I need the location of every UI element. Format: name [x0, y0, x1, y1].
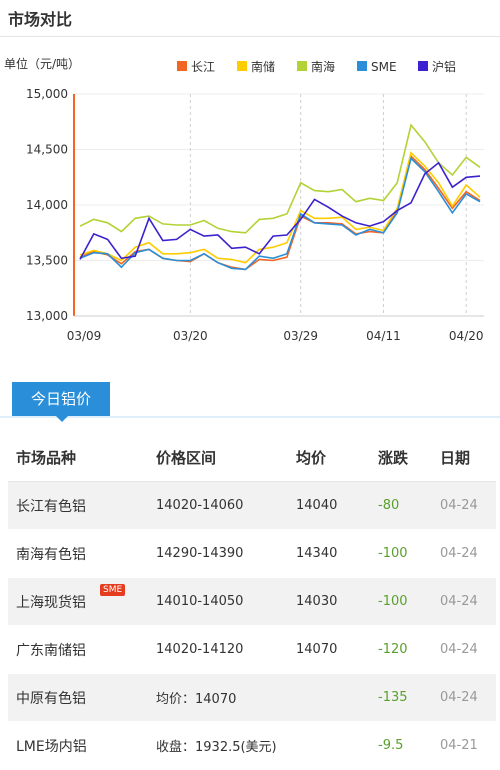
col-header-date: 日期	[439, 433, 496, 482]
cell-avg: 14070	[295, 625, 377, 674]
col-header-avg: 均价	[295, 433, 377, 482]
cell-date: 04-24	[439, 577, 496, 626]
sme-badge: SME	[100, 584, 126, 596]
col-header-change: 涨跌	[377, 433, 439, 482]
legend-swatch	[297, 61, 307, 71]
x-tick-label: 03/20	[173, 329, 208, 343]
y-tick-label: 14,500	[26, 143, 68, 157]
cell-date: 04-24	[439, 673, 496, 722]
cell-date: 04-24	[439, 625, 496, 674]
x-tick-label: 03/09	[67, 329, 102, 343]
cell-avg	[295, 673, 377, 722]
cell-change: -100	[377, 529, 439, 578]
page-title: 市场对比	[8, 10, 73, 29]
legend-label: 南海	[311, 59, 335, 74]
y-tick-label: 15,000	[26, 87, 68, 101]
cell-market[interactable]: 广东南储铝	[8, 625, 155, 674]
title-divider	[0, 36, 500, 37]
table-row: 南海有色铝 14290-14390 14340 -100 04-24	[8, 529, 496, 578]
x-tick-label: 04/11	[366, 329, 401, 343]
y-tick-label: 13,500	[26, 254, 68, 268]
table-row: 长江有色铝 14020-14060 14040 -80 04-24	[8, 481, 496, 530]
legend-label: 南储	[251, 59, 275, 74]
y-tick-label: 14,000	[26, 198, 68, 212]
col-header-range: 价格区间	[155, 433, 295, 482]
legend-label: 沪铝	[432, 59, 456, 74]
series-line-南储	[79, 151, 481, 264]
price-table: 市场品种 价格区间 均价 涨跌 日期 长江有色铝 14020-14060 140…	[8, 433, 496, 770]
cell-range: 14290-14390	[155, 529, 295, 578]
tab-today-price[interactable]: 今日铝价	[12, 382, 110, 422]
cell-market[interactable]: 中原有色铝	[8, 673, 155, 722]
series-line-SME	[79, 156, 481, 271]
series-line-长江	[79, 154, 481, 271]
tab-underline	[0, 416, 500, 418]
x-tick-label: 04/20	[449, 329, 484, 343]
tab-bar: 今日铝价	[0, 380, 500, 422]
y-axis-label: 单位（元/吨）	[4, 56, 80, 71]
table-row: 上海现货铝 SME 14010-14050 14030 -100 04-24	[8, 577, 496, 626]
x-tick-label: 03/29	[283, 329, 318, 343]
cell-avg: 14030	[295, 577, 377, 626]
cell-change: -135	[377, 673, 439, 722]
table-row: 广东南储铝 14020-14120 14070 -120 04-24	[8, 625, 496, 674]
series-line-沪铝	[79, 161, 481, 260]
cell-date: 04-24	[439, 481, 496, 530]
cell-change: -80	[377, 481, 439, 530]
cell-date: 04-24	[439, 529, 496, 578]
cell-range: 14020-14060	[155, 481, 295, 530]
cell-avg: 14040	[295, 481, 377, 530]
y-tick-label: 13,000	[26, 309, 68, 323]
cell-change: -100	[377, 577, 439, 626]
legend-label: 长江	[191, 60, 215, 74]
cell-market-label: 上海现货铝	[16, 594, 86, 611]
cell-market[interactable]: 南海有色铝	[8, 529, 155, 578]
legend-swatch	[418, 61, 428, 71]
cell-range: 14020-14120	[155, 625, 295, 674]
table-row: 中原有色铝 均价：14070 -135 04-24	[8, 673, 496, 722]
cell-avg: 14340	[295, 529, 377, 578]
cell-range: 均价：14070	[155, 673, 295, 722]
cell-market[interactable]: 长江有色铝	[8, 481, 155, 530]
legend-swatch	[237, 61, 247, 71]
cell-change: -120	[377, 625, 439, 674]
col-header-market: 市场品种	[8, 433, 155, 482]
price-line-chart: 单位（元/吨） 13,000 13,500 14,000 14,500 15,000 03/…	[4, 56, 484, 343]
cell-market[interactable]: 上海现货铝 SME	[8, 577, 155, 626]
cell-range: 14010-14050	[155, 577, 295, 626]
legend-swatch	[357, 61, 367, 71]
legend-swatch	[177, 61, 187, 71]
series-line-南海	[79, 123, 481, 234]
legend-label: SME	[371, 60, 397, 74]
